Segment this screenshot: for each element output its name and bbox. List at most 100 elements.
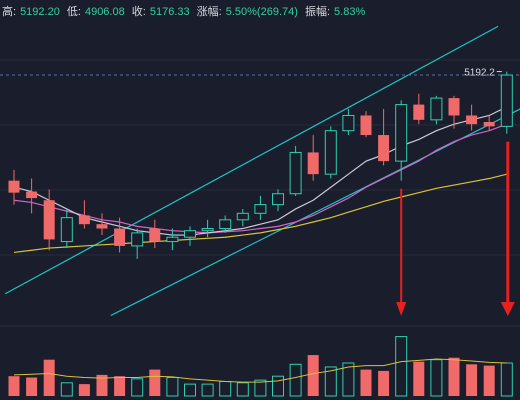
annotation-arrows bbox=[396, 141, 515, 316]
candle-body bbox=[307, 152, 319, 175]
candle-body bbox=[324, 130, 337, 175]
candle-24 bbox=[430, 95, 443, 125]
low-label: 低: bbox=[66, 6, 81, 18]
candle-4 bbox=[78, 200, 90, 229]
candle-body bbox=[60, 217, 73, 243]
ohlc-header: 高: 5192.20 低: 4906.08 收: 5176.33 涨幅: 5.50%(2… bbox=[2, 3, 369, 19]
candle-16 bbox=[289, 145, 302, 196]
volume-bar-1 bbox=[26, 377, 38, 396]
candle-13 bbox=[236, 208, 249, 227]
candle-body bbox=[114, 228, 126, 246]
candle-12 bbox=[219, 215, 232, 233]
candles bbox=[8, 71, 513, 259]
volume-bar-15 bbox=[272, 375, 284, 397]
candle-8 bbox=[149, 219, 161, 249]
candle-body bbox=[483, 122, 495, 127]
candle-body bbox=[466, 115, 478, 125]
candle-body bbox=[272, 193, 284, 206]
volume-bar-7 bbox=[131, 378, 144, 397]
channel-lower-line bbox=[110, 108, 520, 317]
volume-bar-11 bbox=[201, 383, 214, 397]
candle-15 bbox=[272, 189, 284, 212]
candle-body bbox=[500, 74, 513, 127]
candle-body bbox=[166, 236, 179, 243]
high-value: 5192.20 bbox=[20, 6, 60, 18]
volume-bar-20 bbox=[360, 369, 372, 396]
candle-17 bbox=[307, 135, 319, 181]
change-label: 涨幅: bbox=[196, 6, 222, 18]
candle-10 bbox=[184, 226, 196, 246]
candle-14 bbox=[254, 195, 267, 220]
volume-bar-24 bbox=[430, 359, 443, 397]
candle-27 bbox=[483, 115, 495, 131]
candle-22 bbox=[395, 100, 408, 181]
candle-0 bbox=[8, 169, 20, 205]
candle-body bbox=[96, 224, 108, 229]
candle-body bbox=[184, 230, 196, 238]
volume-bar-2 bbox=[43, 359, 55, 396]
candle-body bbox=[78, 215, 90, 225]
candle-6 bbox=[114, 217, 126, 253]
ma-fast-line bbox=[13, 106, 508, 236]
candle-28 bbox=[500, 71, 513, 134]
candle-body bbox=[254, 204, 267, 214]
candle-18 bbox=[324, 126, 337, 179]
moving-averages bbox=[13, 106, 508, 254]
volume-bar-23 bbox=[413, 361, 425, 396]
candle-body bbox=[43, 200, 55, 240]
candle-body bbox=[149, 228, 161, 242]
down-arrow-1 bbox=[500, 141, 515, 316]
volume-bar-25 bbox=[448, 357, 460, 396]
volume-bars bbox=[8, 336, 513, 397]
close-label: 收: bbox=[131, 6, 146, 18]
candle-11 bbox=[201, 219, 214, 238]
volume-bar-12 bbox=[219, 380, 232, 397]
down-arrow-0 bbox=[396, 188, 407, 316]
volume-bar-19 bbox=[342, 362, 355, 397]
candle-body bbox=[342, 114, 355, 132]
volume-bar-18 bbox=[324, 366, 337, 397]
volume-bar-22 bbox=[395, 336, 408, 397]
candle-body bbox=[360, 115, 372, 136]
ma-mid-line bbox=[13, 123, 508, 234]
last-price-label: 5192.2 bbox=[464, 68, 495, 79]
candle-20 bbox=[360, 111, 372, 138]
volume-bar-9 bbox=[166, 377, 179, 397]
amplitude-label: 振幅: bbox=[304, 6, 331, 18]
grid-lines bbox=[0, 59, 520, 327]
volume-bar-0 bbox=[8, 376, 20, 396]
candle-body bbox=[448, 98, 460, 116]
volume-bar-5 bbox=[96, 374, 108, 396]
candle-body bbox=[201, 228, 214, 232]
arrow-head bbox=[396, 302, 407, 316]
volume-bar-21 bbox=[378, 370, 390, 396]
candle-body bbox=[219, 219, 232, 230]
volume-bar-14 bbox=[254, 379, 267, 397]
candle-body bbox=[8, 180, 20, 193]
candle-body bbox=[395, 104, 408, 162]
low-value: 4906.08 bbox=[84, 6, 125, 18]
change-value: 5.50%(269.74) bbox=[225, 6, 298, 18]
volume-bar-6 bbox=[114, 376, 126, 396]
candle-9 bbox=[166, 228, 179, 251]
volume-bar-4 bbox=[78, 384, 90, 396]
candle-body bbox=[26, 191, 38, 199]
channel-upper-line bbox=[4, 25, 499, 295]
candle-body bbox=[289, 151, 302, 195]
candle-19 bbox=[342, 108, 355, 136]
candle-body bbox=[378, 135, 390, 162]
volume-bar-3 bbox=[60, 382, 73, 397]
candle-5 bbox=[96, 213, 108, 236]
candle-26 bbox=[466, 104, 478, 131]
candle-body bbox=[236, 212, 249, 221]
volume-bar-10 bbox=[184, 383, 196, 397]
volume-bar-13 bbox=[236, 382, 249, 397]
candle-body bbox=[131, 232, 144, 247]
volume-bar-17 bbox=[307, 355, 319, 396]
candle-body bbox=[430, 97, 443, 121]
volume-bar-27 bbox=[483, 365, 495, 396]
volume-bar-28 bbox=[500, 362, 513, 397]
arrow-head bbox=[500, 302, 515, 316]
candle-3 bbox=[60, 208, 73, 249]
